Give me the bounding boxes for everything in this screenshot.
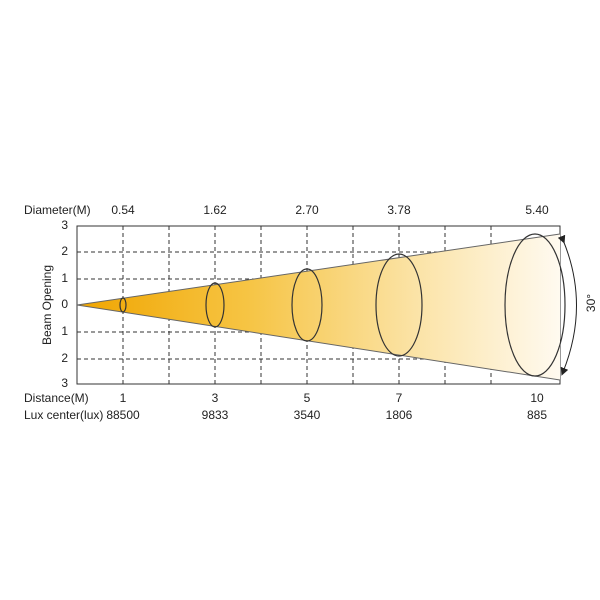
ring	[291, 268, 323, 342]
beam-cone	[77, 234, 560, 380]
beam-edge	[76, 304, 561, 381]
axis-tick-label: 1	[61, 324, 68, 338]
diameter-value: 5.40	[525, 203, 549, 217]
beam-edge	[76, 233, 561, 306]
ring	[375, 253, 423, 357]
diameter-value: 2.70	[295, 203, 319, 217]
ring	[119, 297, 127, 313]
lux-label: Lux center(lux)	[24, 408, 103, 422]
distance-value: 5	[304, 391, 311, 405]
labels: 32101230.541885001.62398332.70535403.787…	[61, 203, 549, 422]
diameter-label: Diameter(M)	[24, 203, 91, 217]
distance-value: 1	[120, 391, 127, 405]
distance-value: 7	[396, 391, 403, 405]
axis-tick-label: 1	[61, 271, 68, 285]
beam-rings	[119, 233, 566, 377]
axis-label: Beam Opening	[40, 265, 54, 345]
lux-value: 88500	[106, 408, 140, 422]
diameter-value: 1.62	[203, 203, 227, 217]
axis-tick-label: 0	[61, 297, 68, 311]
diameter-value: 0.54	[111, 203, 135, 217]
axis-tick-label: 3	[61, 218, 68, 232]
axis-tick-label: 2	[61, 351, 68, 365]
lux-value: 885	[527, 408, 547, 422]
distance-label: Distance(M)	[24, 391, 89, 405]
diameter-value: 3.78	[387, 203, 411, 217]
axis-tick-label: 3	[61, 376, 68, 390]
angle-arrow	[557, 234, 577, 376]
ring	[205, 282, 225, 328]
distance-value: 3	[212, 391, 219, 405]
lux-value: 9833	[202, 408, 229, 422]
lux-value: 3540	[294, 408, 321, 422]
angle-label: 30°	[584, 294, 598, 312]
distance-value: 10	[530, 391, 544, 405]
axis-tick-label: 2	[61, 244, 68, 258]
lux-value: 1806	[386, 408, 413, 422]
